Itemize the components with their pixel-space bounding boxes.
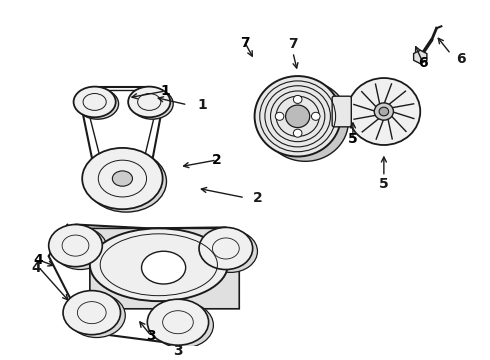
Text: 5: 5 <box>379 177 389 191</box>
Polygon shape <box>414 50 427 64</box>
Ellipse shape <box>199 228 253 270</box>
Ellipse shape <box>49 225 102 267</box>
Ellipse shape <box>74 87 116 117</box>
Text: 5: 5 <box>348 132 358 146</box>
Ellipse shape <box>112 171 132 186</box>
Text: 6: 6 <box>418 57 428 71</box>
Ellipse shape <box>286 105 310 127</box>
Ellipse shape <box>312 112 320 120</box>
Ellipse shape <box>76 89 119 119</box>
Text: 2: 2 <box>253 191 263 205</box>
Text: 4: 4 <box>34 253 44 267</box>
Ellipse shape <box>379 107 389 116</box>
Text: 3: 3 <box>173 344 183 358</box>
Ellipse shape <box>147 299 209 345</box>
Ellipse shape <box>63 291 121 335</box>
Ellipse shape <box>374 103 393 120</box>
Ellipse shape <box>90 228 228 301</box>
Ellipse shape <box>204 230 257 273</box>
Text: 2: 2 <box>212 153 221 167</box>
Ellipse shape <box>152 302 214 348</box>
Text: 3: 3 <box>147 329 156 343</box>
Text: 1: 1 <box>160 84 170 98</box>
Text: 7: 7 <box>288 37 298 51</box>
Polygon shape <box>90 228 239 309</box>
Ellipse shape <box>294 95 302 103</box>
Ellipse shape <box>68 293 125 338</box>
Ellipse shape <box>142 251 186 284</box>
Ellipse shape <box>294 129 302 137</box>
Ellipse shape <box>128 87 171 117</box>
Ellipse shape <box>255 76 341 157</box>
Text: 6: 6 <box>456 52 466 66</box>
Text: 1: 1 <box>197 98 207 112</box>
Ellipse shape <box>53 228 107 270</box>
Ellipse shape <box>82 148 163 209</box>
Ellipse shape <box>347 78 420 145</box>
Text: 4: 4 <box>31 261 41 275</box>
Ellipse shape <box>131 89 173 119</box>
Ellipse shape <box>262 81 348 161</box>
Text: 7: 7 <box>240 36 250 50</box>
Ellipse shape <box>275 112 284 120</box>
FancyBboxPatch shape <box>332 96 351 127</box>
Ellipse shape <box>86 151 167 212</box>
